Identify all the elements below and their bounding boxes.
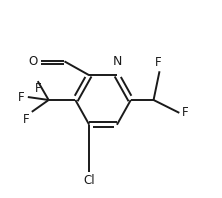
Text: F: F xyxy=(18,90,25,104)
Text: F: F xyxy=(155,56,162,69)
Text: F: F xyxy=(34,82,41,95)
Text: N: N xyxy=(112,55,122,68)
Text: O: O xyxy=(28,55,38,68)
Text: F: F xyxy=(182,106,189,119)
Text: F: F xyxy=(23,113,30,126)
Text: Cl: Cl xyxy=(83,174,95,187)
